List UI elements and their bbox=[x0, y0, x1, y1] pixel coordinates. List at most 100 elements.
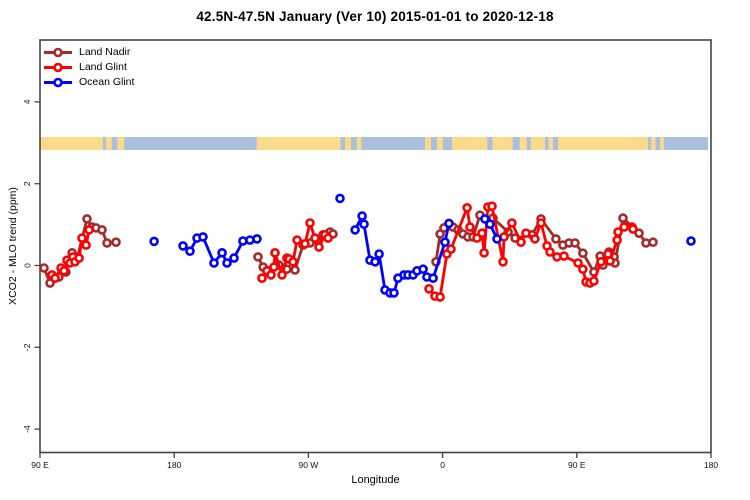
x-tick-label: 90 W bbox=[298, 460, 318, 470]
data-point-land-glint bbox=[545, 247, 555, 257]
data-point-ocean-glint bbox=[444, 218, 454, 229]
data-point-land-glint bbox=[446, 244, 456, 254]
series-line-land-glint bbox=[427, 204, 635, 299]
y-tick-label: 0 bbox=[22, 263, 32, 268]
data-point-ocean-glint bbox=[418, 264, 428, 275]
legend-item-land-nadir: Land Nadir bbox=[43, 45, 134, 60]
data-point-ocean-glint bbox=[178, 241, 188, 251]
data-point-land-nadir bbox=[551, 234, 561, 244]
legend-label: Ocean Glint bbox=[79, 76, 135, 88]
x-tick-label: 90 E bbox=[568, 460, 586, 470]
x-tick-label: 0 bbox=[440, 460, 445, 470]
plot-border bbox=[39, 39, 712, 454]
data-point-land-nadir bbox=[618, 213, 628, 223]
data-point-ocean-glint bbox=[428, 273, 438, 284]
data-point-land-glint bbox=[257, 273, 267, 284]
data-point-land-glint bbox=[74, 253, 84, 263]
data-point-land-glint bbox=[424, 283, 434, 294]
data-point-land-glint bbox=[521, 228, 531, 238]
data-point-land-glint bbox=[292, 235, 302, 245]
data-point-land-glint bbox=[323, 233, 333, 243]
data-point-land-glint bbox=[589, 276, 599, 286]
inland-sea-segment bbox=[526, 137, 531, 150]
data-point-ocean-glint bbox=[389, 288, 399, 298]
data-point-land-glint bbox=[613, 227, 623, 237]
data-point-land-glint bbox=[605, 256, 615, 266]
data-point-ocean-glint bbox=[209, 258, 219, 268]
data-point-land-nadir bbox=[578, 248, 588, 258]
data-point-ocean-glint bbox=[222, 258, 232, 268]
legend-label: Land Glint bbox=[79, 61, 127, 73]
data-point-land-glint bbox=[498, 256, 508, 267]
inland-sea-segment bbox=[487, 137, 493, 150]
legend-item-land-glint: Land Glint bbox=[43, 60, 134, 75]
data-point-land-glint bbox=[50, 273, 60, 284]
land-segment bbox=[425, 137, 431, 150]
y-tick-label: -2 bbox=[22, 343, 32, 351]
legend-line-marker-icon bbox=[44, 77, 72, 88]
land-segment bbox=[117, 137, 125, 150]
data-point-land-glint bbox=[269, 262, 279, 272]
series-land-nadir bbox=[39, 210, 658, 288]
land-segment bbox=[548, 137, 553, 150]
data-point-land-glint bbox=[270, 248, 280, 258]
data-point-ocean-glint bbox=[350, 225, 360, 235]
data-point-land-glint bbox=[465, 222, 475, 232]
legend-item-ocean-glint: Ocean Glint bbox=[43, 75, 134, 90]
data-point-land-nadir bbox=[111, 237, 121, 247]
data-point-land-glint bbox=[573, 258, 583, 268]
data-point-land-glint bbox=[77, 233, 87, 243]
y-axis-ticks: -4 -2 0 2 4 bbox=[22, 99, 40, 433]
data-point-land-nadir bbox=[39, 263, 49, 273]
land-segment bbox=[344, 137, 351, 150]
data-point-land-nadir bbox=[102, 238, 112, 248]
land-segment bbox=[40, 137, 103, 150]
data-point-ocean-glint bbox=[357, 211, 367, 221]
data-point-land-glint bbox=[266, 270, 276, 280]
land-segment bbox=[558, 137, 649, 150]
data-point-land-glint bbox=[477, 228, 487, 238]
x-tick-label: 90 E bbox=[31, 460, 49, 470]
legend-line-marker-icon bbox=[44, 62, 72, 73]
inland-sea-segment bbox=[512, 137, 520, 150]
data-point-land-glint bbox=[596, 256, 606, 267]
data-point-ocean-glint bbox=[480, 214, 490, 224]
data-point-ocean-glint bbox=[185, 246, 195, 256]
data-point-land-nadir bbox=[634, 228, 644, 238]
land-segment bbox=[105, 137, 112, 150]
y-tick-label: 4 bbox=[22, 99, 32, 104]
data-point-ocean-glint bbox=[359, 219, 369, 229]
data-point-land-glint bbox=[578, 264, 588, 275]
x-tick-label: 180 bbox=[704, 460, 718, 470]
data-point-ocean-glint bbox=[370, 256, 380, 267]
data-point-ocean-glint bbox=[252, 234, 262, 244]
series-land-glint bbox=[47, 201, 638, 302]
data-point-ocean-glint bbox=[198, 232, 208, 242]
data-point-land-nadir bbox=[253, 252, 263, 262]
data-point-land-nadir bbox=[82, 214, 92, 224]
data-point-land-nadir bbox=[290, 265, 300, 275]
data-point-ocean-glint bbox=[374, 249, 384, 259]
data-point-ocean-glint bbox=[485, 219, 495, 229]
series-ocean-glint bbox=[149, 193, 696, 298]
data-point-land-glint bbox=[507, 218, 517, 228]
data-point-ocean-glint bbox=[335, 193, 345, 204]
land-segment bbox=[256, 137, 341, 150]
data-point-ocean-glint bbox=[686, 236, 696, 246]
data-point-land-glint bbox=[530, 234, 540, 244]
data-point-land-glint bbox=[277, 270, 287, 280]
world-map-strip bbox=[40, 137, 709, 150]
chart-title: 42.5N-47.5N January (Ver 10) 2015-01-01 … bbox=[196, 9, 554, 24]
land-segment bbox=[356, 137, 362, 150]
data-point-ocean-glint bbox=[217, 248, 227, 258]
data-point-ocean-glint bbox=[149, 236, 159, 247]
data-point-land-glint bbox=[536, 218, 546, 228]
data-point-land-glint bbox=[559, 251, 569, 261]
x-tick-label: 180 bbox=[167, 460, 181, 470]
land-segment bbox=[660, 137, 664, 150]
data-point-land-glint bbox=[84, 225, 94, 235]
data-point-ocean-glint bbox=[229, 253, 239, 263]
land-segment bbox=[451, 137, 546, 150]
legend-line-marker-icon bbox=[44, 47, 72, 58]
